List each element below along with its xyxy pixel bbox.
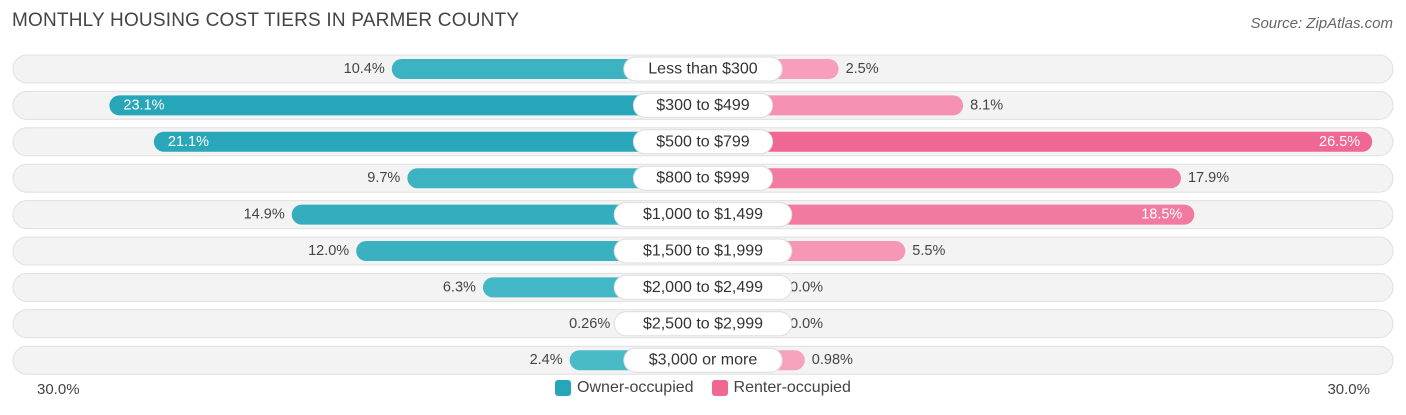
category-label: $2,000 to $2,499 [643,279,763,296]
renter-value-label: 0.0% [790,316,823,332]
category-pill [632,92,774,118]
category-label: $300 to $499 [656,97,750,114]
owner-value-label: 21.1% [168,134,209,150]
legend-label-owner: Owner-occupied [577,379,694,396]
renter-bar [703,168,1181,189]
renter-value-label: 2.5% [846,61,879,77]
owner-value-label: 14.9% [244,207,285,223]
renter-value-label: 18.5% [1141,207,1182,223]
category-pill [623,56,783,82]
source-note: Source: ZipAtlas.com [1250,15,1393,32]
owner-value-label: 0.26% [569,316,610,332]
owner-bar [291,204,703,225]
renter-value-label: 0.98% [812,352,853,368]
renter-value-label: 17.9% [1188,170,1229,186]
chart-title: MONTHLY HOUSING COST TIERS IN PARMER COU… [12,10,520,31]
chart: 10.4% 2.5% Less than $300 23.1% 8.1% $300 to … [12,54,1394,375]
owner-bar [407,168,703,189]
axis-label-left: 30.0% [37,381,80,398]
legend-item-owner: Owner-occupied [555,379,694,397]
renter-value-label: 8.1% [970,97,1003,113]
owner-bar [153,131,704,152]
owner-value-label: 23.1% [123,97,164,113]
category-label: Less than $300 [648,61,758,78]
category-label: $2,500 to $2,999 [643,315,763,332]
owner-value-label: 9.7% [367,170,400,186]
legend-swatch-owner [555,380,572,396]
owner-value-label: 2.4% [530,352,563,368]
renter-value-label: 0.0% [790,279,823,295]
owner-value-label: 10.4% [344,61,385,77]
category-label: $800 to $999 [656,170,750,187]
renter-bar [703,204,1195,225]
category-label: $500 to $799 [656,133,750,150]
legend-swatch-renter [711,380,728,396]
category-label: $1,500 to $1,999 [643,243,763,260]
legend-item-renter: Renter-occupied [711,379,851,397]
legend-label-renter: Renter-occupied [733,379,851,396]
renter-value-label: 26.5% [1319,134,1360,150]
owner-value-label: 6.3% [443,279,476,295]
category-pill [632,165,774,191]
renter-value-label: 5.5% [912,243,945,259]
owner-bar [109,95,703,116]
renter-bar [703,131,1373,152]
category-pill [632,129,774,155]
category-pill [613,238,793,264]
category-label: $3,000 or more [649,352,758,369]
legend: Owner-occupied Renter-occupied [0,379,1406,397]
axis-label-right: 30.0% [1327,381,1370,398]
category-pill [613,311,793,337]
category-pill [613,202,793,228]
owner-value-label: 12.0% [308,243,349,259]
category-pill [623,347,783,373]
category-label: $1,000 to $1,499 [643,206,763,223]
category-pill [613,274,793,300]
